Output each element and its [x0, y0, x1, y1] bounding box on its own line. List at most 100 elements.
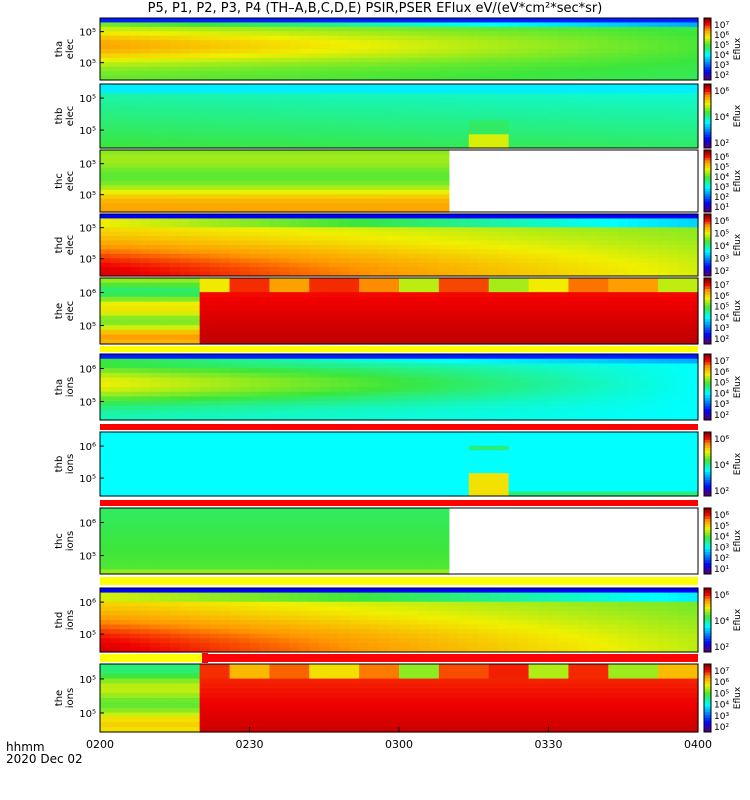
colorbar-tick-label: 10³ — [714, 255, 729, 265]
y-tick-label: 10⁵ — [79, 126, 96, 137]
colorbar-tick-label: 10⁷ — [714, 357, 729, 367]
y-axis-label: thd — [54, 612, 65, 629]
colorbar-tick-label: 10⁶ — [714, 153, 729, 163]
spectrogram-cells — [100, 150, 450, 213]
panel-frame — [99, 431, 699, 497]
spectrogram-cells — [100, 278, 699, 345]
colorbar-tick-label: 10⁷ — [714, 667, 729, 677]
panel-thb-elec: 10⁵ 10⁵ thb elec 10⁶ 10⁴ 10² Eflux — [54, 83, 743, 149]
x-tick-label: 0230 — [236, 738, 264, 751]
data-gap-strip — [100, 346, 698, 352]
colorbar-tick-label: 10⁶ — [714, 368, 729, 378]
y-axis-label: thc — [54, 173, 65, 189]
colorbar-tick-label: 10² — [714, 139, 729, 149]
y-tick-label: 10⁵ — [79, 675, 96, 686]
colorbar-label: Eflux — [733, 169, 743, 192]
colorbar-label: Eflux — [733, 233, 743, 256]
y-axis-label: ions — [65, 377, 76, 397]
colorbar-tick-label: 10² — [714, 335, 729, 345]
colorbar-tick-label: 10⁵ — [714, 379, 729, 389]
y-tick-label: 10⁵ — [79, 59, 96, 70]
y-axis-label: ions — [65, 531, 76, 551]
colorbar-label: Eflux — [733, 608, 743, 631]
y-axis-label: elec — [65, 171, 76, 192]
colorbar: 10⁶ 10⁴ 10² Eflux — [703, 83, 743, 149]
colorbar-tick-label: 10³ — [714, 543, 729, 553]
colorbar-tick-label: 10⁴ — [714, 389, 729, 399]
colorbar: 10⁶ 10⁴ 10² Eflux — [703, 587, 743, 653]
spectrogram-cells — [100, 18, 699, 81]
colorbar: 10⁶ 10⁴ 10² Eflux — [703, 431, 743, 497]
spectrogram-cells — [100, 588, 699, 653]
colorbar-tick-label: 10³ — [714, 183, 729, 193]
data-gap-strip — [100, 500, 698, 506]
colorbar: 10⁶ 10⁵ 10⁴ 10³ 10² Eflux — [703, 213, 743, 277]
colorbar-label: Eflux — [733, 299, 743, 322]
plot-title: P5, P1, P2, P3, P4 (TH–A,B,C,D,E) PSIR,P… — [147, 1, 603, 16]
colorbar-label: Eflux — [733, 686, 743, 709]
y-tick-label: 10⁵ — [79, 630, 96, 641]
x-axis: 0200 0230 0300 0330 0400 — [86, 727, 712, 751]
colorbar-tick-label: 10⁴ — [714, 313, 729, 323]
y-tick-label: 10⁵ — [79, 552, 96, 563]
colorbar-tick-label: 10⁶ — [714, 31, 729, 41]
colorbar-tick-label: 10⁶ — [714, 678, 729, 688]
colorbar-tick-label: 10⁶ — [714, 292, 729, 302]
colorbar-label: Eflux — [733, 452, 743, 475]
colorbar-tick-label: 10⁶ — [714, 435, 729, 445]
y-axis-label: the — [54, 303, 65, 319]
colorbar-tick-label: 10² — [714, 71, 729, 81]
y-tick-label: 10⁵ — [79, 191, 96, 202]
data-gap-strip — [100, 653, 698, 663]
colorbar-label: Eflux — [733, 375, 743, 398]
colorbar-label: Eflux — [733, 37, 743, 60]
y-tick-label: 10⁶ — [79, 289, 96, 300]
colorbar-tick-label: 10² — [714, 267, 729, 277]
panel-frame — [99, 277, 699, 345]
y-axis-label: tha — [54, 41, 65, 57]
data-gap-strip — [100, 577, 698, 585]
x-tick-label: 0300 — [385, 738, 413, 751]
panel-frame — [99, 83, 699, 149]
y-tick-label: 10⁵ — [79, 322, 96, 333]
y-tick-label: 10⁶ — [79, 442, 96, 453]
colorbar-tick-label: 10³ — [714, 61, 729, 71]
colorbar-label: Eflux — [733, 529, 743, 552]
y-tick-label: 10⁶ — [79, 365, 96, 376]
x-tick-label: 0330 — [535, 738, 563, 751]
colorbar-tick-label: 10² — [714, 487, 729, 497]
y-tick-label: 10⁵ — [79, 255, 96, 266]
panel-frame — [99, 353, 699, 421]
panel-frame — [99, 507, 699, 575]
y-tick-label: 10⁵ — [79, 474, 96, 485]
y-tick-label: 10⁵ — [79, 94, 96, 105]
colorbar-tick-label: 10¹ — [714, 565, 729, 575]
spectrogram-cells — [100, 84, 699, 149]
colorbar-label: Eflux — [733, 104, 743, 127]
colorbar-tick-label: 10⁴ — [714, 242, 729, 252]
y-axis-label: ions — [65, 610, 76, 630]
colorbar-tick-label: 10⁴ — [714, 51, 729, 61]
colorbar-tick-label: 10⁴ — [714, 617, 729, 627]
spectrogram-cells — [100, 214, 699, 277]
panel-frame — [99, 17, 699, 81]
colorbar-tick-label: 10⁶ — [714, 591, 729, 601]
y-tick-label: 10⁵ — [79, 160, 96, 171]
colorbar-tick-label: 10² — [714, 411, 729, 421]
y-axis-label: thd — [54, 237, 65, 254]
y-axis-label: ions — [65, 454, 76, 474]
y-tick-label: 10⁵ — [79, 709, 96, 720]
